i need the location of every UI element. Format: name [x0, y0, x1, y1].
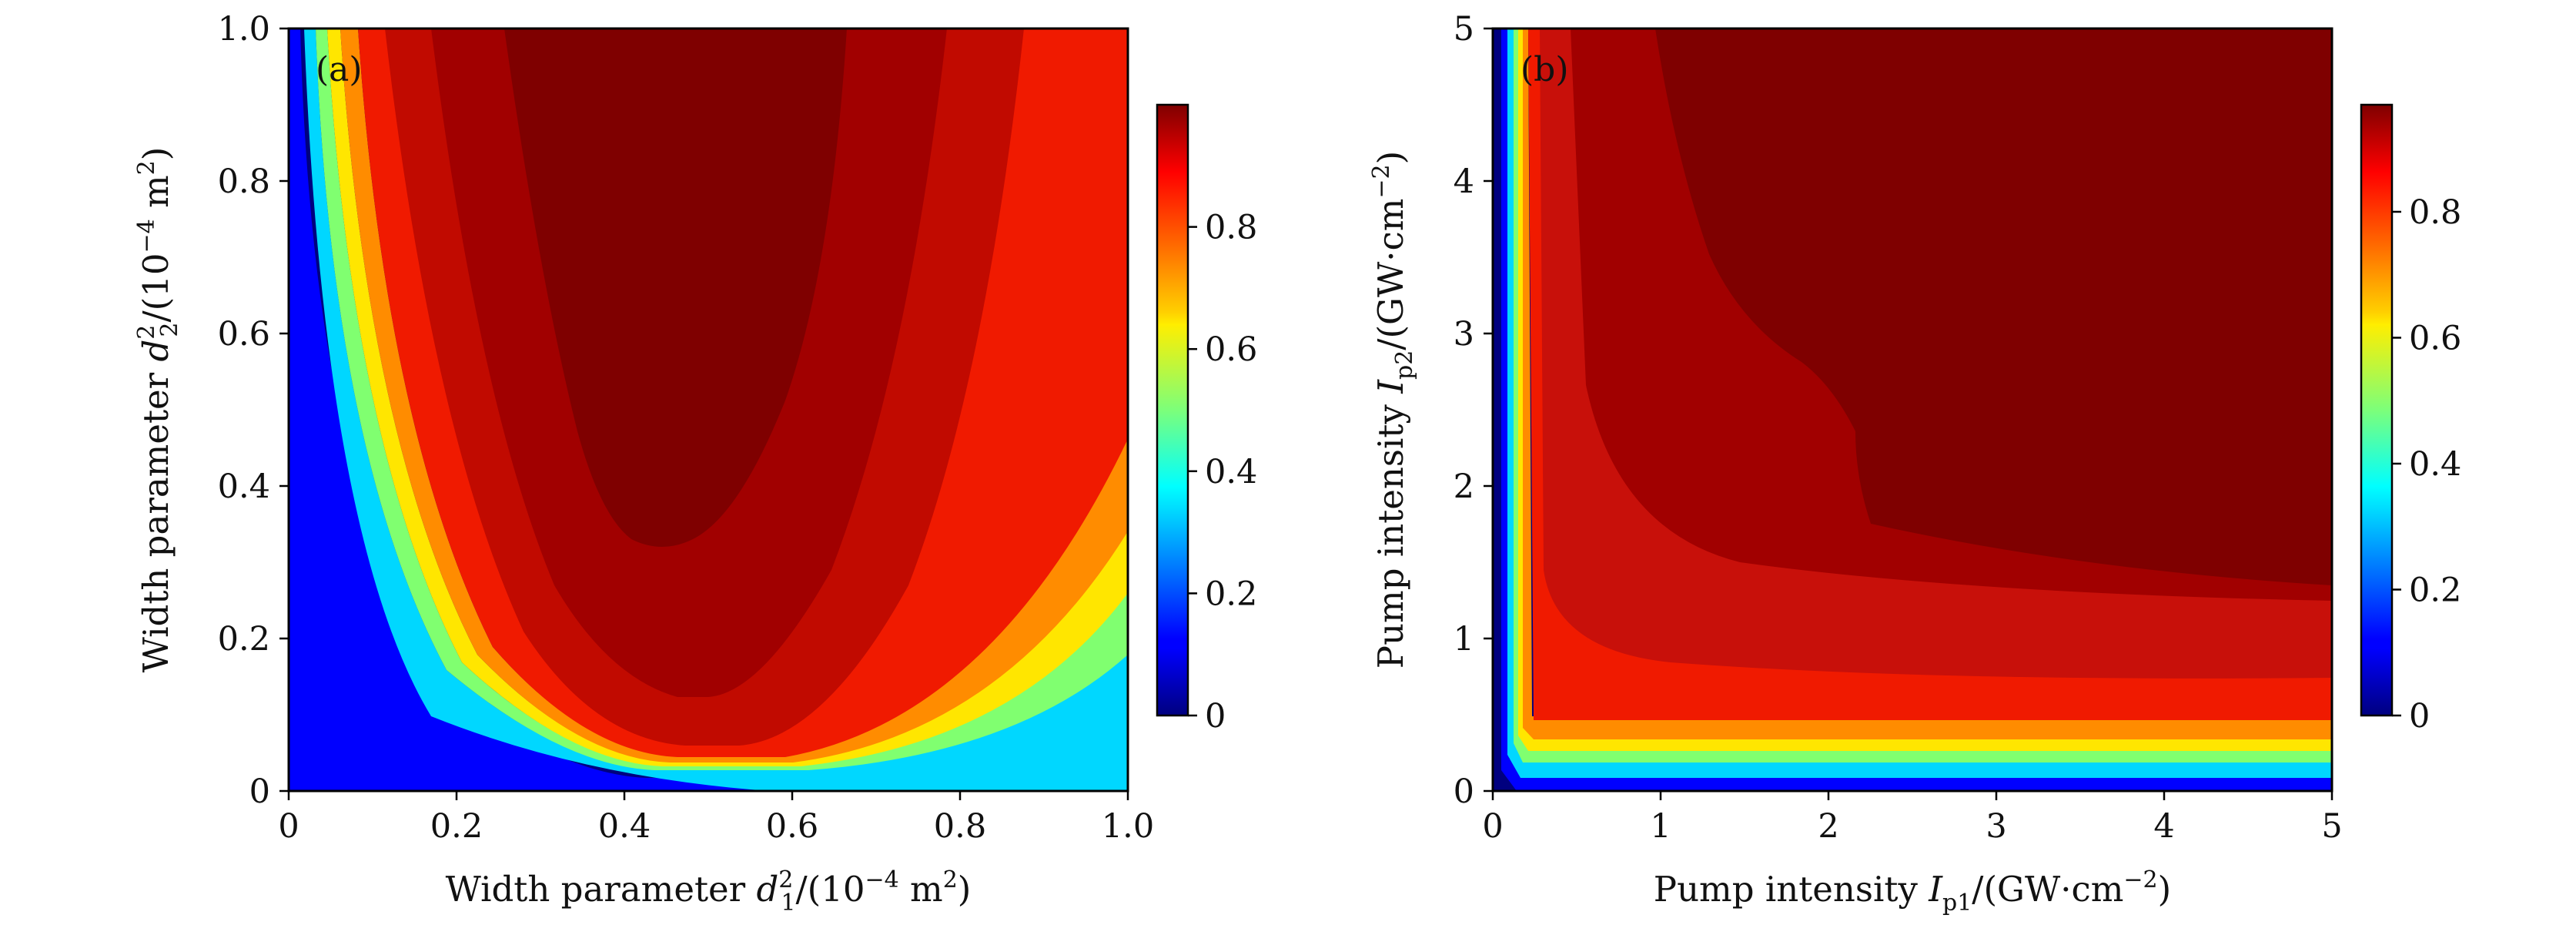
heat-core-maroon	[504, 28, 847, 547]
y-tick-label: 0.2	[218, 620, 270, 659]
panel-a-ylabel: Width parameter d22/(10−4 m2)	[133, 147, 183, 673]
panel-b: 0 1 2 3 4 5 0 1 2 3 4 5 (b) Pump intensity Ip1/(GW·…	[1368, 10, 2461, 917]
colorbar-tick-label: 0	[2409, 697, 2430, 736]
colorbar-tick-label: 0	[1205, 697, 1226, 736]
x-tick-label: 0	[1482, 807, 1503, 846]
y-tick-label: 1	[1454, 620, 1474, 659]
y-tick-label: 0.6	[218, 315, 270, 354]
y-tick-label: 0	[249, 773, 270, 811]
y-tick-label: 3	[1454, 315, 1474, 354]
heat-band-cyan	[304, 28, 1128, 791]
panel-b-ticks: 0 1 2 3 4 5 0 1 2 3 4 5	[1454, 10, 2343, 846]
y-tick-label: 0	[1454, 773, 1474, 811]
panel-b-label: (b)	[1521, 50, 1569, 89]
y-tick-label: 5	[1454, 10, 1474, 49]
colorbar-tick-label: 0.8	[2409, 193, 2461, 232]
panel-b-heatmap	[1493, 28, 2332, 791]
panel-a-xlabel: Width parameter d2 1/(10−4 m2)	[446, 866, 972, 917]
colorbar-tick-label: 0.4	[2409, 445, 2461, 484]
panel-a-frame	[287, 27, 1129, 793]
y-tick-label: 0.4	[218, 468, 270, 506]
panel-a: 0 0.2 0.4 0.6 0.8 1.0 0 0.2 0.4 0.6 0.8 1.0 (a) Wid…	[133, 10, 1257, 917]
x-tick-label: 1	[1650, 807, 1671, 846]
panel-a-label: (a)	[316, 50, 363, 89]
y-tick-label: 0.8	[218, 163, 270, 201]
panel-b-ylabel: Pump intensity Ip2/(GW·cm−2)	[1368, 151, 1418, 669]
colorbar-tick-label: 0.4	[1205, 453, 1257, 491]
panel-a-colorbar-ticks: 0 0.2 0.4 0.6 0.8	[1188, 209, 1257, 736]
panel-a-colorbar	[1156, 103, 1189, 717]
x-tick-label: 1.0	[1102, 807, 1154, 846]
x-tick-label: 0.4	[598, 807, 651, 846]
x-tick-label: 4	[2153, 807, 2174, 846]
colorbar-tick-label: 0.8	[1205, 209, 1257, 247]
colorbar-tick-label: 0.2	[2409, 571, 2461, 609]
heat-core-maroon	[1655, 28, 2332, 585]
x-tick-label: 0	[278, 807, 299, 846]
y-tick-label: 2	[1454, 468, 1474, 506]
panel-b-colorbar	[2360, 103, 2394, 717]
colorbar-tick-label: 0.6	[1205, 330, 1257, 369]
x-tick-label: 5	[2321, 807, 2342, 846]
x-tick-label: 0.6	[766, 807, 818, 846]
x-tick-label: 2	[1818, 807, 1838, 846]
colorbar-tick-label: 0.2	[1205, 575, 1257, 613]
panel-b-colorbar-ticks: 0 0.2 0.4 0.6 0.8	[2392, 193, 2461, 736]
y-tick-label: 4	[1454, 163, 1474, 201]
panel-b-xlabel: Pump intensity Ip1/(GW·cm−2)	[1654, 866, 2171, 917]
x-tick-label: 3	[1986, 807, 2006, 846]
y-tick-label: 1.0	[218, 10, 270, 49]
x-tick-label: 0.8	[934, 807, 986, 846]
heat-band-blue	[289, 28, 1128, 791]
panel-a-ticks: 0 0.2 0.4 0.6 0.8 1.0 0 0.2 0.4 0.6 0.8 1.0	[218, 10, 1155, 846]
x-tick-label: 0.2	[430, 807, 483, 846]
panel-a-heatmap	[289, 28, 1128, 791]
heat-band-green	[316, 28, 1128, 770]
panel-b-frame	[1491, 27, 2333, 793]
colorbar-tick-label: 0.6	[2409, 319, 2461, 357]
